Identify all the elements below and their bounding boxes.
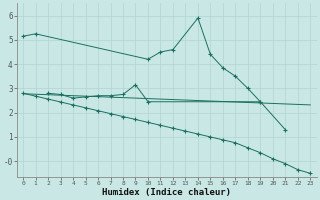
X-axis label: Humidex (Indice chaleur): Humidex (Indice chaleur) bbox=[102, 188, 231, 197]
